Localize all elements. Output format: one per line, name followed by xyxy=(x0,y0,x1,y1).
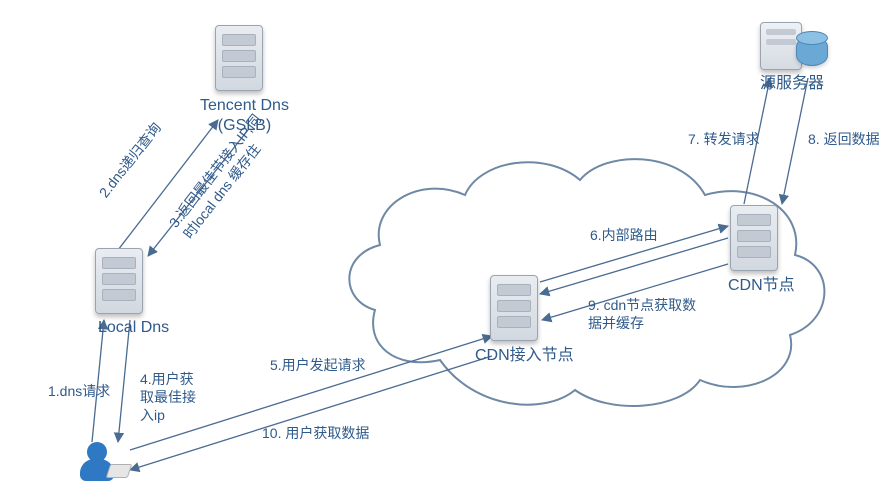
edge-label-e5: 5.用户发起请求 xyxy=(270,356,366,374)
local-dns-server-icon xyxy=(95,248,143,314)
origin-server-icon xyxy=(760,22,802,70)
local-dns-label: Local Dns xyxy=(98,318,169,338)
edge-e4 xyxy=(118,320,130,442)
edge-label-e4: 4.用户获 取最佳接 入ip xyxy=(140,370,196,425)
tencent-dns-server-icon xyxy=(215,25,263,91)
cdn-node-label: CDN节点 xyxy=(728,276,795,296)
diagram-stage: { "canvas": { "w": 889, "h": 500, "backg… xyxy=(0,0,889,500)
origin-label: 源服务器 xyxy=(760,74,824,94)
edge-label-e10: 10. 用户获取数据 xyxy=(262,424,369,442)
edge-e1 xyxy=(92,320,104,442)
edge-e8 xyxy=(782,78,808,204)
edge-label-e9: 9. cdn节点获取数 据并缓存 xyxy=(588,296,696,332)
cdn-access-server-icon xyxy=(490,275,538,341)
cdn-access-label: CDN接入节点 xyxy=(475,346,574,366)
edge-label-e7: 7. 转发请求 xyxy=(688,130,760,148)
user-icon xyxy=(80,442,114,481)
edge-label-e1: 1.dns请求 xyxy=(48,382,110,400)
edge-label-e8: 8. 返回数据 xyxy=(808,130,880,148)
cdn-node-server-icon xyxy=(730,205,778,271)
edge-label-e6a: 6.内部路由 xyxy=(590,226,658,244)
